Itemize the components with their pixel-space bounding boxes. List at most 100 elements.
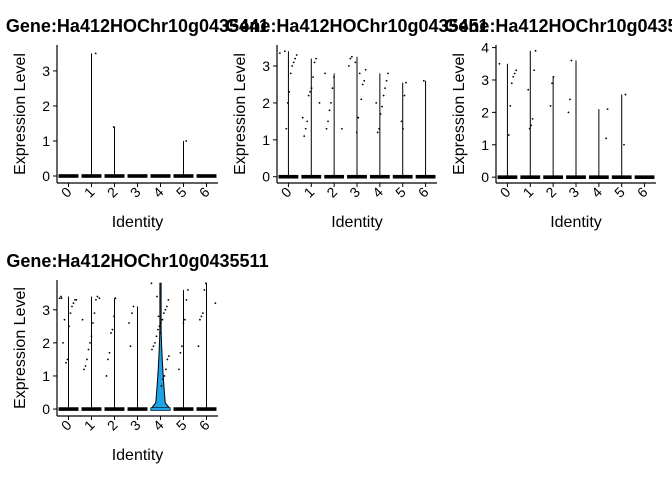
- point: [204, 282, 207, 285]
- point: [68, 325, 70, 328]
- point: [75, 298, 78, 301]
- point: [132, 305, 135, 308]
- point: [199, 318, 201, 321]
- panel: Gene:Ha412HOChr10g0435441 Identity Express…: [6, 16, 269, 231]
- point: [303, 135, 306, 138]
- point: [90, 335, 93, 338]
- point: [278, 52, 281, 55]
- panel-title: Gene:Ha412HOChr10g0435461: [444, 16, 672, 36]
- point: [89, 341, 91, 344]
- point: [167, 298, 170, 301]
- point: [624, 93, 627, 96]
- y-tick-label: 2: [42, 98, 50, 114]
- point: [107, 358, 109, 361]
- point: [178, 368, 180, 371]
- x-tick-label: 2: [323, 184, 340, 201]
- y-tick-label: 3: [481, 72, 489, 88]
- point: [131, 312, 133, 314]
- point: [105, 375, 108, 377]
- x-tick-label: 4: [588, 184, 605, 201]
- point: [86, 358, 88, 361]
- point: [162, 378, 164, 381]
- x-tick-label: 0: [278, 184, 295, 201]
- point: [286, 102, 289, 104]
- x-tick-label: 1: [520, 184, 537, 201]
- point: [304, 127, 307, 130]
- point: [623, 143, 625, 146]
- violin-base: [81, 174, 102, 178]
- x-tick-label: 6: [196, 417, 213, 434]
- point: [361, 83, 364, 86]
- point: [330, 102, 332, 104]
- point: [331, 87, 334, 90]
- point: [164, 308, 167, 311]
- point: [167, 355, 170, 358]
- point: [403, 94, 406, 97]
- point: [605, 137, 608, 140]
- violin-base: [634, 175, 655, 179]
- x-tick-label: 0: [497, 184, 514, 201]
- point: [182, 322, 185, 324]
- point: [186, 289, 189, 291]
- point: [513, 72, 516, 75]
- x-tick-label: 5: [173, 417, 190, 434]
- point: [567, 111, 570, 114]
- x-tick-label: 3: [127, 184, 144, 201]
- point: [551, 82, 553, 85]
- point: [307, 94, 310, 97]
- violin-base: [324, 174, 345, 179]
- panel-title: Gene:Ha412HOChr10g0435451: [225, 16, 488, 36]
- point: [156, 295, 158, 298]
- point: [355, 131, 358, 134]
- point: [349, 57, 352, 60]
- point: [509, 105, 512, 107]
- point: [203, 289, 206, 291]
- point: [159, 332, 161, 334]
- point: [364, 68, 367, 71]
- point: [387, 72, 389, 75]
- point: [69, 312, 72, 314]
- point: [327, 120, 329, 123]
- violin-base: [173, 407, 194, 411]
- point: [152, 345, 155, 348]
- point: [158, 325, 161, 328]
- point: [60, 297, 63, 300]
- x-tick-label: 5: [611, 184, 628, 201]
- panel: Gene:Ha412HOChr10g0435451 Identity Express…: [225, 16, 488, 231]
- x-tick-label: 4: [369, 184, 386, 201]
- x-tick-label: 6: [415, 184, 432, 201]
- point: [289, 72, 292, 75]
- violin-base: [58, 174, 79, 178]
- point: [288, 90, 291, 93]
- violin-base: [611, 175, 632, 179]
- point: [385, 79, 388, 82]
- x-tick-label: 3: [346, 184, 363, 201]
- x-tick-label: 2: [104, 417, 121, 434]
- point: [527, 88, 530, 91]
- violin-base: [173, 174, 194, 178]
- point: [94, 52, 97, 55]
- violin-base: [369, 174, 390, 179]
- point: [363, 79, 366, 82]
- x-tick-label: 2: [104, 184, 121, 201]
- point: [183, 318, 186, 321]
- point: [95, 298, 97, 301]
- point: [185, 140, 188, 142]
- point: [400, 120, 403, 123]
- point: [606, 108, 609, 111]
- point: [160, 322, 162, 324]
- point: [128, 322, 130, 324]
- y-tick-label: 3: [42, 302, 50, 318]
- y-tick-label: 3: [42, 63, 50, 79]
- point: [347, 65, 350, 67]
- point: [157, 315, 160, 318]
- point: [291, 65, 294, 67]
- y-tick-label: 1: [42, 368, 50, 384]
- point: [185, 298, 188, 301]
- point: [181, 345, 183, 348]
- point: [112, 126, 115, 128]
- point: [111, 328, 114, 331]
- y-tick-label: 1: [262, 132, 270, 148]
- point: [570, 59, 573, 62]
